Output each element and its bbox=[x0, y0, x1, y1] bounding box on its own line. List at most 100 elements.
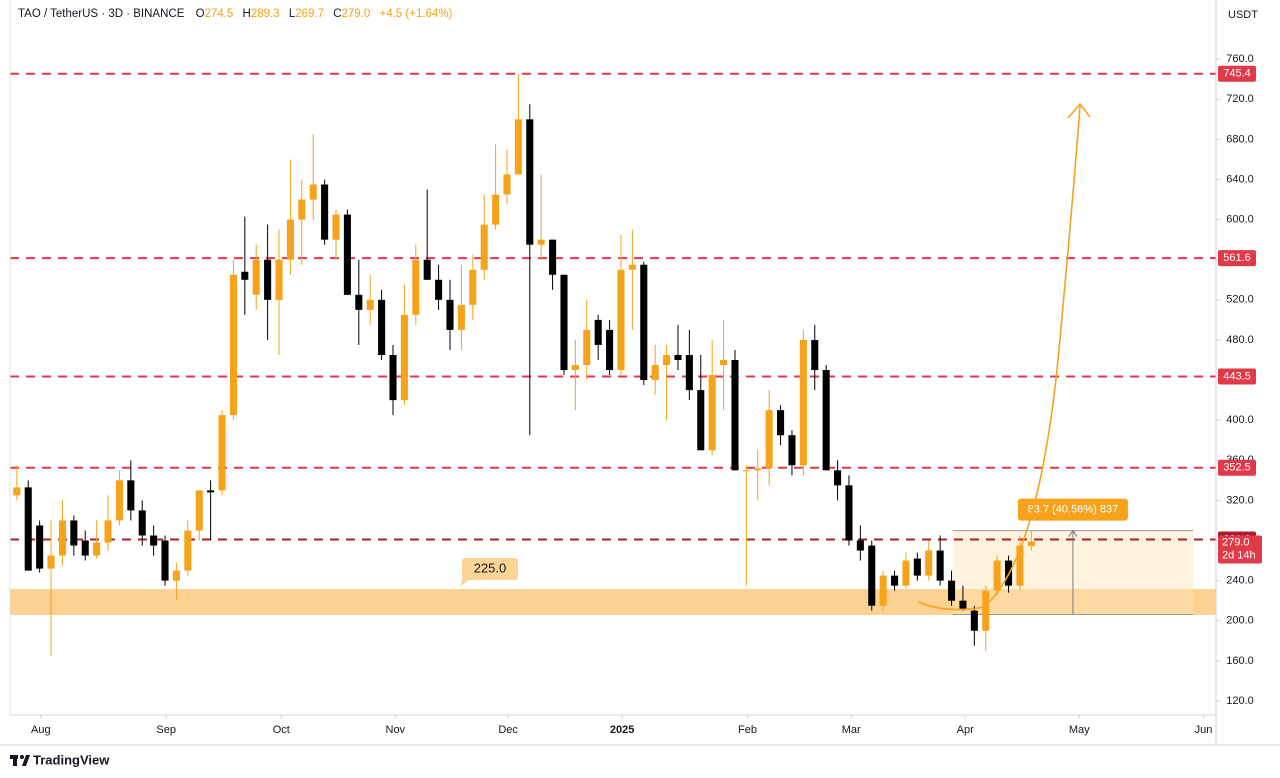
candle-body bbox=[435, 279, 443, 300]
last-price-box bbox=[1218, 535, 1262, 564]
last-price-label: 279.0 bbox=[1222, 536, 1250, 548]
legend-key: O bbox=[196, 8, 205, 20]
candle-body bbox=[412, 259, 420, 315]
candle-body bbox=[765, 410, 773, 469]
candle-body bbox=[925, 550, 933, 576]
candle-body bbox=[571, 365, 579, 371]
candle-body bbox=[184, 530, 192, 571]
projection-arrow bbox=[917, 105, 1081, 611]
symbol-title: TAO / TetherUS · 3D · BINANCE bbox=[18, 8, 185, 20]
candle-body bbox=[970, 610, 978, 631]
candle-body bbox=[309, 184, 317, 200]
measure-arrowhead bbox=[1068, 529, 1078, 537]
candle-body bbox=[731, 360, 739, 471]
candle-body bbox=[936, 550, 944, 581]
y-tick-label: 680.0 bbox=[1226, 133, 1254, 145]
x-tick-label: Sep bbox=[156, 724, 176, 736]
candle-body bbox=[252, 259, 260, 295]
candle-body bbox=[332, 214, 340, 240]
candle-body bbox=[457, 304, 465, 330]
candle-body bbox=[24, 487, 32, 571]
legend-value: 274.5 bbox=[205, 8, 234, 20]
level-price-box bbox=[1218, 368, 1256, 385]
candle-body bbox=[663, 354, 671, 366]
candle-body bbox=[172, 570, 180, 581]
y-tick-label: 760.0 bbox=[1226, 53, 1254, 65]
legend-key: H bbox=[243, 8, 251, 20]
candle-body bbox=[560, 274, 568, 371]
level-price-label: 561.6 bbox=[1223, 252, 1251, 264]
y-tick-label: 520.0 bbox=[1226, 294, 1254, 306]
candle-body bbox=[583, 329, 591, 366]
candle-body bbox=[480, 224, 488, 270]
y-tick-label: 720.0 bbox=[1226, 93, 1254, 105]
candle-body bbox=[617, 269, 625, 371]
candle-body bbox=[469, 269, 477, 305]
candle-body bbox=[229, 274, 237, 416]
y-tick-label: 240.0 bbox=[1226, 575, 1254, 587]
y-tick-label: 160.0 bbox=[1226, 655, 1254, 667]
x-tick-label: Apr bbox=[957, 724, 974, 736]
x-tick-label: Jun bbox=[1195, 724, 1213, 736]
countdown-label: 2d 14h bbox=[1222, 549, 1256, 561]
candle-body bbox=[286, 219, 294, 260]
x-tick-label: Aug bbox=[31, 724, 51, 736]
candle-body bbox=[321, 184, 329, 240]
candle-body bbox=[1027, 541, 1035, 547]
candle-body bbox=[537, 239, 545, 245]
candle-body bbox=[378, 299, 386, 355]
candle-body bbox=[503, 174, 511, 195]
zone-callout-pointer bbox=[460, 579, 470, 587]
legend-change: +4.5 (+1.64%) bbox=[380, 8, 453, 20]
candle-body bbox=[799, 339, 807, 466]
candle-body bbox=[788, 435, 796, 466]
candle-body bbox=[993, 560, 1001, 591]
y-tick-label: 400.0 bbox=[1226, 414, 1254, 426]
candle-body bbox=[606, 329, 614, 371]
candle-body bbox=[241, 271, 249, 280]
candle-body bbox=[628, 264, 636, 270]
brand-logo bbox=[10, 755, 30, 766]
projection-arrowhead bbox=[1067, 102, 1091, 119]
candle-body bbox=[70, 520, 78, 546]
candle-body bbox=[423, 259, 431, 280]
candle-body bbox=[36, 525, 44, 569]
candle-body bbox=[856, 540, 864, 551]
candle-body bbox=[720, 360, 728, 366]
candle-body bbox=[708, 375, 716, 451]
candle-body bbox=[492, 194, 500, 225]
candle-body bbox=[640, 264, 648, 381]
candle-body bbox=[13, 487, 21, 496]
y-tick-label: 120.0 bbox=[1226, 695, 1254, 707]
level-price-label: 745.4 bbox=[1223, 68, 1251, 80]
candle-body bbox=[115, 480, 123, 521]
candle-body bbox=[868, 545, 876, 606]
candle-body bbox=[959, 600, 967, 609]
x-tick-label: 2025 bbox=[610, 724, 634, 736]
candle-body bbox=[104, 520, 112, 543]
y-tick-label: 200.0 bbox=[1226, 615, 1254, 627]
candle-body bbox=[150, 535, 158, 546]
support-zone bbox=[10, 589, 1216, 616]
candle-body bbox=[298, 199, 306, 220]
candle-body bbox=[1016, 545, 1024, 586]
candle-body bbox=[514, 119, 522, 175]
x-tick-label: May bbox=[1069, 724, 1090, 736]
candle-body bbox=[982, 590, 990, 631]
y-tick-label: 600.0 bbox=[1226, 214, 1254, 226]
candle-body bbox=[138, 510, 146, 536]
candle-body bbox=[389, 354, 397, 401]
candle-body bbox=[446, 299, 454, 330]
y-tick-label: 640.0 bbox=[1226, 173, 1254, 185]
ohlc-legend: TAO / TetherUS · 3D · BINANCE O274.5 H28… bbox=[18, 8, 453, 20]
candle-body bbox=[549, 239, 557, 275]
candle-body bbox=[47, 555, 55, 569]
legend-value: 279.0 bbox=[342, 8, 371, 20]
candle-body bbox=[811, 339, 819, 371]
candle-body bbox=[264, 259, 272, 300]
candle-body bbox=[822, 370, 830, 471]
logo-part bbox=[20, 755, 24, 759]
candle-body bbox=[275, 259, 283, 300]
x-tick-label: Feb bbox=[738, 724, 757, 736]
